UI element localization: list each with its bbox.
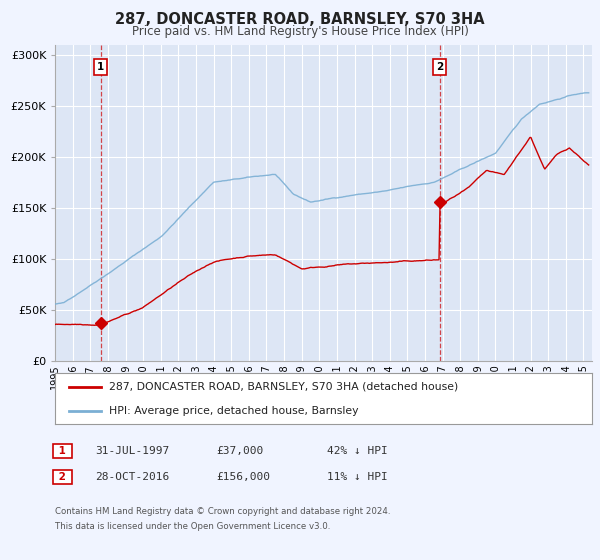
Text: 287, DONCASTER ROAD, BARNSLEY, S70 3HA: 287, DONCASTER ROAD, BARNSLEY, S70 3HA	[115, 12, 485, 27]
Text: 11% ↓ HPI: 11% ↓ HPI	[327, 472, 388, 482]
Text: 287, DONCASTER ROAD, BARNSLEY, S70 3HA (detached house): 287, DONCASTER ROAD, BARNSLEY, S70 3HA (…	[109, 382, 458, 392]
Text: £156,000: £156,000	[216, 472, 270, 482]
Text: Contains HM Land Registry data © Crown copyright and database right 2024.: Contains HM Land Registry data © Crown c…	[55, 507, 391, 516]
Text: This data is licensed under the Open Government Licence v3.0.: This data is licensed under the Open Gov…	[55, 522, 331, 531]
Text: 28-OCT-2016: 28-OCT-2016	[95, 472, 169, 482]
Text: 31-JUL-1997: 31-JUL-1997	[95, 446, 169, 456]
Text: Price paid vs. HM Land Registry's House Price Index (HPI): Price paid vs. HM Land Registry's House …	[131, 25, 469, 38]
Text: £37,000: £37,000	[216, 446, 263, 456]
Text: HPI: Average price, detached house, Barnsley: HPI: Average price, detached house, Barn…	[109, 405, 358, 416]
Text: 1: 1	[55, 446, 70, 456]
Text: 2: 2	[55, 472, 70, 482]
Text: 1: 1	[97, 62, 104, 72]
Text: 2: 2	[436, 62, 443, 72]
Text: 42% ↓ HPI: 42% ↓ HPI	[327, 446, 388, 456]
